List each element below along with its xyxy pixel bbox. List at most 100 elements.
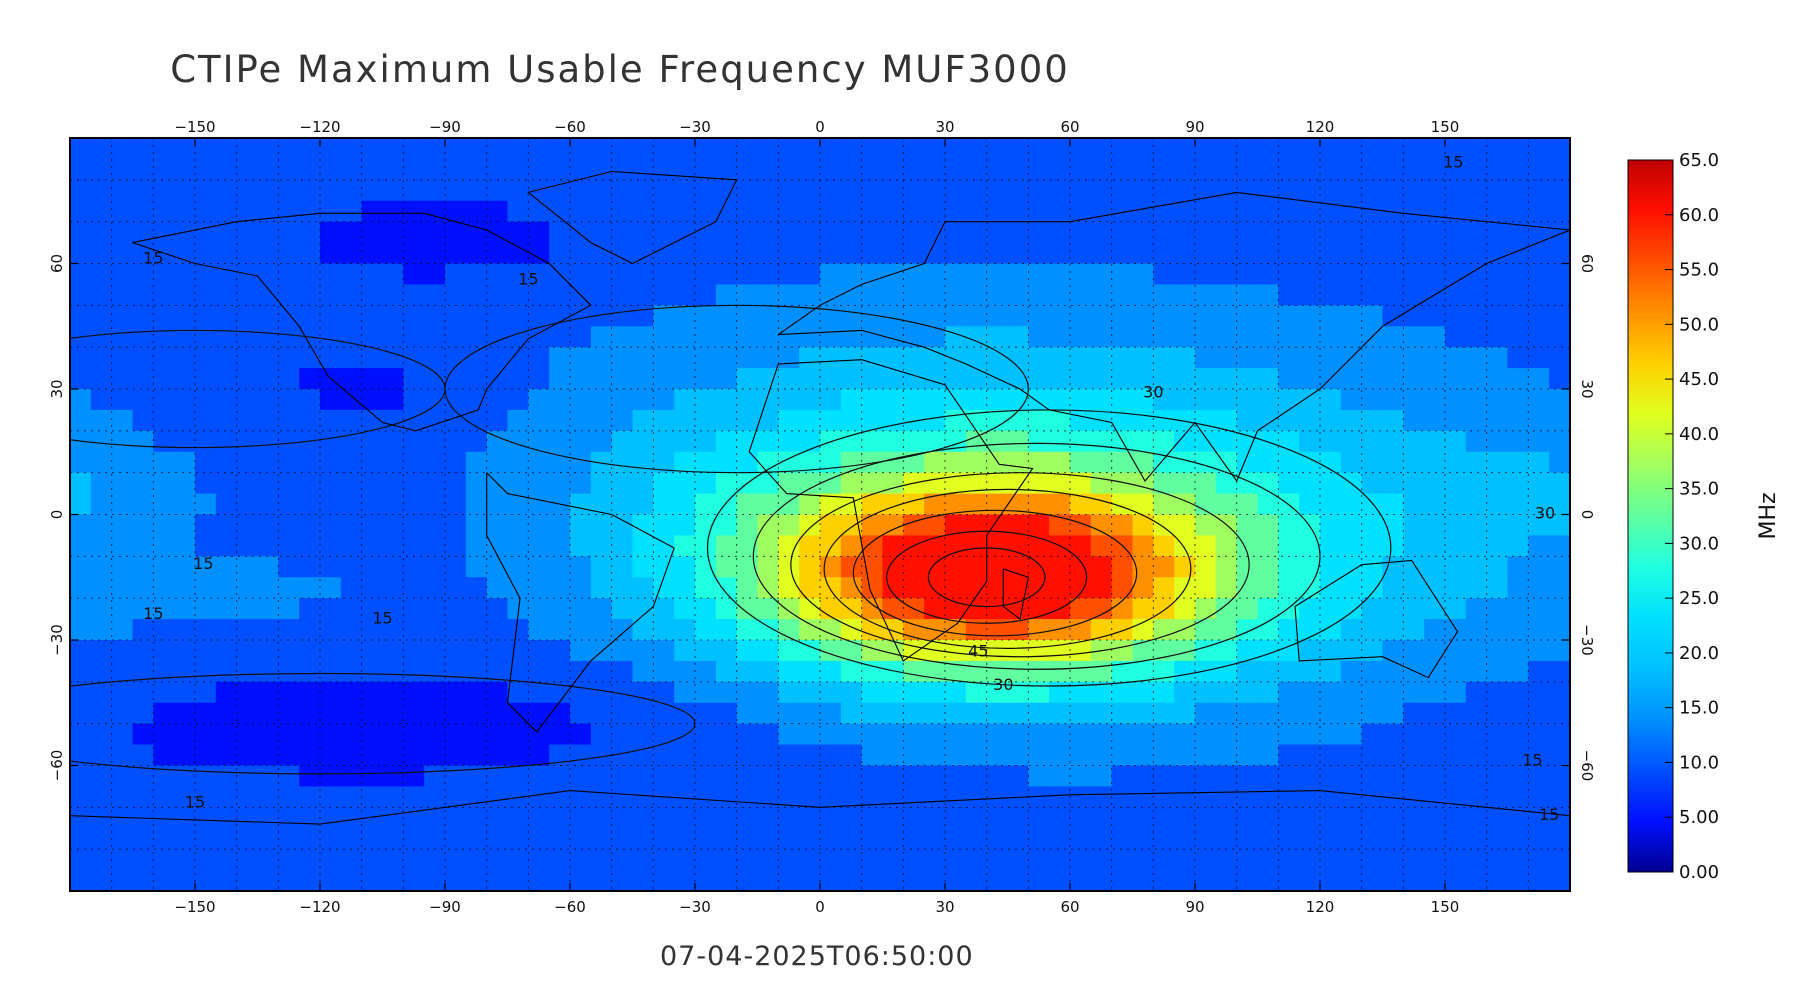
field-cell (1320, 702, 1342, 725)
field-cell (1007, 430, 1029, 453)
field-cell (549, 619, 571, 641)
field-cell (1049, 744, 1071, 767)
field-cell (549, 221, 571, 244)
field-cell (1007, 200, 1029, 223)
field-cell (590, 765, 613, 788)
field-cell (1486, 598, 1509, 620)
field-cell (1132, 765, 1154, 788)
field-cell (1299, 284, 1321, 306)
field-cell (1070, 472, 1092, 495)
field-cell (1382, 472, 1404, 495)
field-cell (1215, 535, 1238, 557)
field-cell (611, 221, 634, 244)
field-cell (1049, 179, 1071, 202)
field-cell (236, 702, 259, 725)
field-cell (653, 577, 675, 599)
field-cell (1153, 556, 1175, 578)
field-cell (695, 514, 717, 537)
field-cell (1445, 430, 1467, 453)
field-cell (986, 807, 1009, 829)
field-cell (111, 640, 134, 662)
field-cell (215, 577, 238, 599)
field-cell (757, 849, 779, 871)
timestamp: 07-04-2025T06:50:00 (660, 941, 974, 972)
field-cell (924, 744, 946, 767)
field-cell (570, 430, 592, 453)
field-cell (757, 409, 779, 432)
field-cell (1049, 305, 1071, 327)
field-cell (528, 179, 550, 202)
field-cell (1007, 640, 1029, 662)
field-cell (278, 493, 300, 516)
field-cell (1403, 368, 1425, 390)
field-cell (674, 681, 696, 704)
field-cell (174, 640, 196, 662)
field-cell (1528, 472, 1550, 495)
field-cell (361, 221, 384, 244)
field-cell (1445, 242, 1467, 265)
field-cell (1528, 556, 1550, 578)
field-cell (1174, 849, 1196, 871)
field-cell (1486, 326, 1509, 348)
field-cell (1445, 326, 1467, 348)
field-cell (1070, 807, 1092, 829)
field-cell (299, 409, 321, 432)
field-cell (695, 221, 717, 244)
field-cell (882, 472, 904, 495)
field-cell (778, 389, 800, 411)
lon-tick-label: 30 (935, 898, 954, 916)
field-cell (590, 598, 613, 620)
field-cell (1382, 744, 1404, 767)
field-cell (840, 681, 863, 704)
field-cell (257, 849, 279, 871)
field-cell (382, 514, 404, 537)
field-cell (403, 389, 425, 411)
field-cell (1445, 305, 1467, 327)
field-cell (1549, 619, 1570, 641)
field-cell (1320, 284, 1342, 306)
field-cell (757, 681, 779, 704)
field-cell (695, 807, 717, 829)
field-cell (132, 556, 154, 578)
field-cell (445, 158, 467, 181)
field-cell (632, 242, 654, 265)
field-cell (445, 577, 467, 599)
field-cell (445, 660, 467, 683)
field-cell (528, 138, 550, 160)
field-cell (70, 305, 92, 327)
field-cell (278, 598, 300, 620)
field-cell (1153, 326, 1175, 348)
field-cell (1403, 577, 1425, 599)
field-cell (820, 723, 842, 746)
field-cell (465, 305, 488, 327)
field-cell (257, 263, 279, 286)
field-cell (1528, 158, 1550, 181)
field-cell (1257, 179, 1279, 202)
bottom-longitude-labels: −150 −120 −90 −60 −30 0 30 60 90 120 150 (174, 898, 1459, 916)
field-cell (1278, 409, 1300, 432)
field-cell (674, 138, 696, 160)
field-cell (965, 263, 988, 286)
field-cell (1445, 179, 1467, 202)
field-cell (1340, 870, 1363, 891)
field-cell (90, 870, 113, 891)
colorbar-tick-label: 5.00 (1679, 807, 1719, 828)
field-cell (320, 305, 342, 327)
field-cell (882, 326, 904, 348)
field-cell (820, 849, 842, 871)
field-cell (320, 849, 342, 871)
field-cell (1090, 577, 1113, 599)
field-cell (695, 158, 717, 181)
field-cell (1445, 702, 1467, 725)
field-cell (1049, 786, 1071, 808)
field-cell (445, 472, 467, 495)
field-cell (924, 702, 946, 725)
field-cell (1195, 577, 1217, 599)
field-cell (861, 221, 884, 244)
field-cell (820, 681, 842, 704)
field-cell (1236, 347, 1259, 369)
field-cell (945, 828, 967, 850)
field-cell (965, 305, 988, 327)
field-cell (90, 702, 113, 725)
field-cell (1236, 870, 1259, 891)
